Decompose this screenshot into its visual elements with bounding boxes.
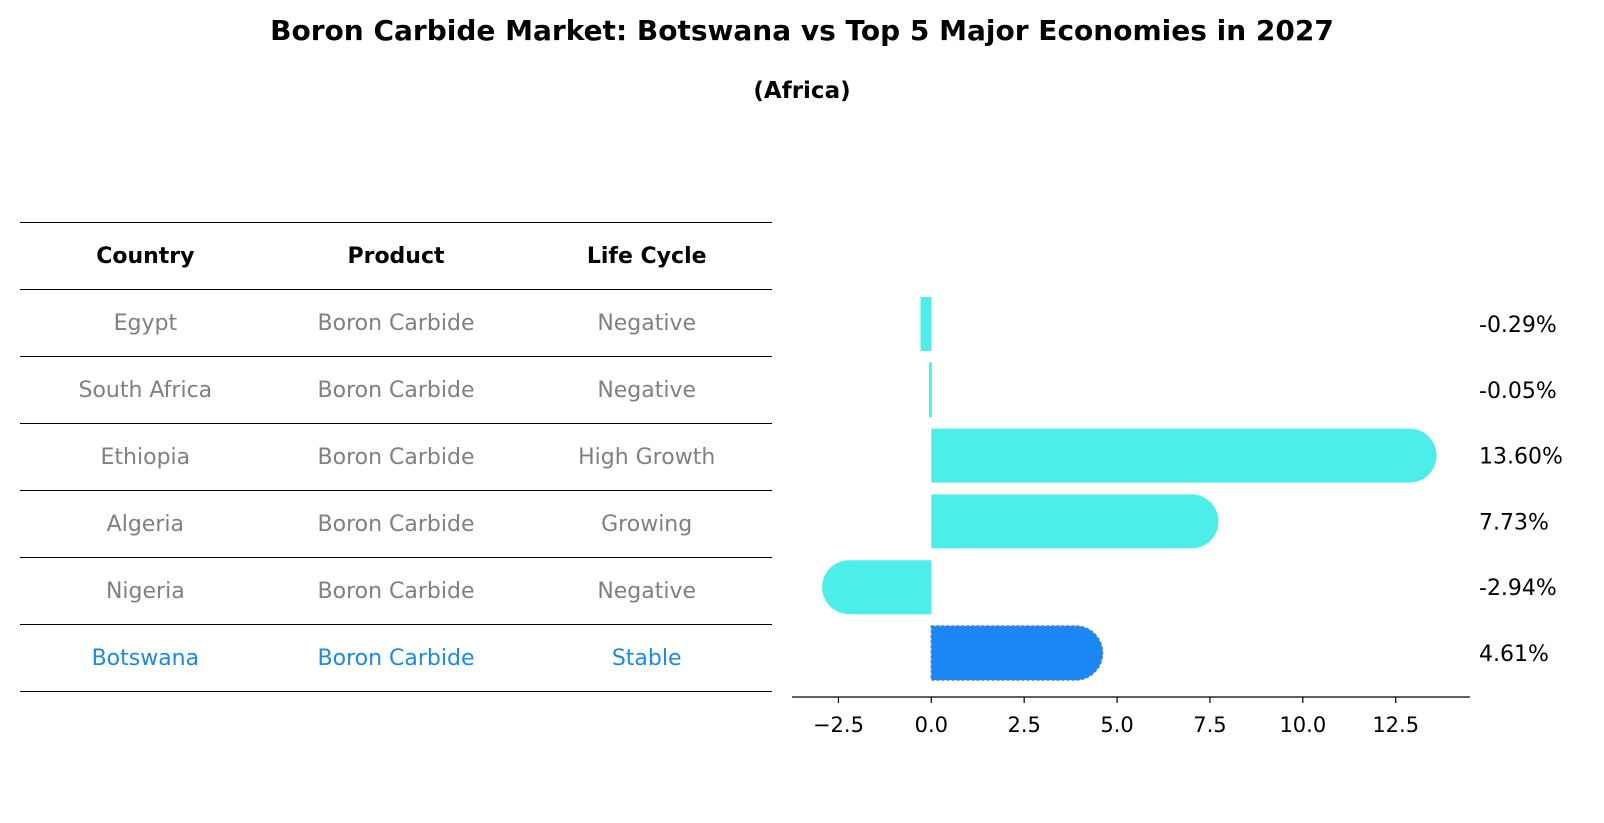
table-row: Algeria Boron Carbide Growing bbox=[20, 490, 772, 557]
chart-title: Boron Carbide Market: Botswana vs Top 5 … bbox=[270, 14, 1334, 47]
x-tick-label: 12.5 bbox=[1372, 713, 1419, 737]
table-row: Nigeria Boron Carbide Negative bbox=[20, 557, 772, 624]
bar-south-africa bbox=[928, 362, 932, 418]
row-country: Botswana bbox=[91, 645, 200, 671]
bar-egypt bbox=[920, 297, 932, 351]
row-product: Boron Carbide bbox=[317, 310, 475, 336]
table-row: Ethiopia Boron Carbide High Growth bbox=[20, 423, 772, 490]
table-row: Egypt Boron Carbide Negative bbox=[20, 289, 772, 356]
row-country: South Africa bbox=[78, 377, 213, 403]
row-life-cycle: Negative bbox=[597, 377, 697, 403]
value-label: -0.05% bbox=[1479, 379, 1557, 404]
table-header-row: Country Product Life Cycle bbox=[20, 222, 772, 289]
header-life-cycle: Life Cycle bbox=[586, 243, 707, 269]
table-row-highlight: Botswana Boron Carbide Stable bbox=[20, 624, 772, 692]
x-tick-label: 5.0 bbox=[1100, 713, 1133, 737]
row-country: Algeria bbox=[106, 511, 184, 537]
value-label: 7.73% bbox=[1479, 510, 1549, 535]
row-life-cycle: Stable bbox=[611, 645, 682, 671]
x-tick-label: −2.5 bbox=[813, 713, 864, 737]
row-product: Boron Carbide bbox=[317, 444, 475, 470]
row-product: Boron Carbide bbox=[317, 377, 475, 403]
row-life-cycle: Negative bbox=[597, 578, 697, 604]
header-product: Product bbox=[347, 243, 445, 269]
bar-botswana bbox=[930, 625, 1104, 681]
chart-subtitle: (Africa) bbox=[753, 78, 851, 104]
value-label: -2.94% bbox=[1479, 576, 1557, 601]
bar-algeria bbox=[931, 494, 1219, 549]
x-tick-label: 7.5 bbox=[1193, 713, 1226, 737]
row-country: Nigeria bbox=[105, 578, 185, 604]
bar-nigeria bbox=[822, 560, 932, 615]
value-label: -0.29% bbox=[1479, 313, 1557, 338]
row-country: Ethiopia bbox=[100, 444, 191, 470]
row-life-cycle: Negative bbox=[597, 310, 697, 336]
market-table: Country Product Life Cycle Egypt Boron C… bbox=[20, 222, 772, 692]
header-country: Country bbox=[96, 243, 195, 269]
row-country: Egypt bbox=[113, 310, 178, 336]
table-row: South Africa Boron Carbide Negative bbox=[20, 356, 772, 423]
x-tick-label: 10.0 bbox=[1279, 713, 1326, 737]
row-product: Boron Carbide bbox=[317, 511, 475, 537]
x-tick-label: 2.5 bbox=[1007, 713, 1040, 737]
value-label: 4.61% bbox=[1479, 642, 1549, 667]
x-tick-label: 0.0 bbox=[915, 713, 948, 737]
row-product: Boron Carbide bbox=[317, 645, 475, 671]
row-life-cycle: High Growth bbox=[578, 444, 716, 470]
bar-ethiopia bbox=[931, 428, 1437, 483]
row-product: Boron Carbide bbox=[317, 578, 475, 604]
row-life-cycle: Growing bbox=[601, 511, 693, 537]
value-label: 13.60% bbox=[1479, 445, 1563, 470]
